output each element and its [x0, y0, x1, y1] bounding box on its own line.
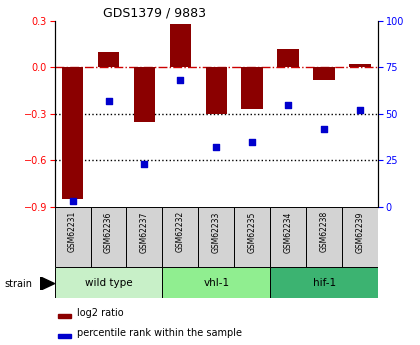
Text: percentile rank within the sample: percentile rank within the sample [77, 328, 242, 338]
Text: GSM62232: GSM62232 [176, 211, 185, 253]
Bar [163, 207, 198, 267]
Point [249, 139, 256, 145]
Text: GSM62237: GSM62237 [140, 211, 149, 253]
Bar [342, 207, 378, 267]
Bar [58, 334, 71, 338]
Text: GSM62233: GSM62233 [212, 211, 221, 253]
Bar [306, 207, 342, 267]
Bar [58, 314, 71, 318]
Bar [55, 267, 163, 298]
Point [213, 145, 220, 150]
Bar [241, 67, 263, 109]
Text: GSM62231: GSM62231 [68, 211, 77, 253]
Bar [349, 64, 371, 67]
Bar [313, 67, 335, 80]
Text: strain: strain [4, 279, 32, 288]
Bar [205, 67, 227, 114]
Bar [55, 207, 91, 267]
Bar [170, 24, 191, 67]
Text: GSM62238: GSM62238 [320, 211, 328, 253]
Text: GSM62239: GSM62239 [356, 211, 365, 253]
Bar [277, 49, 299, 67]
Point [105, 98, 112, 104]
Bar [134, 67, 155, 121]
Point [321, 126, 328, 131]
Point [69, 199, 76, 204]
Bar [198, 207, 234, 267]
Bar [234, 207, 270, 267]
Bar [62, 67, 83, 199]
Bar [270, 207, 306, 267]
Bar [91, 207, 126, 267]
Bar [270, 267, 378, 298]
Bar [98, 52, 119, 67]
Text: GDS1379 / 9883: GDS1379 / 9883 [103, 7, 206, 20]
Text: GSM62236: GSM62236 [104, 211, 113, 253]
Point [177, 78, 184, 83]
Text: vhl-1: vhl-1 [203, 278, 229, 288]
Text: GSM62234: GSM62234 [284, 211, 293, 253]
Point [141, 161, 148, 167]
Polygon shape [40, 277, 55, 290]
Bar [126, 207, 163, 267]
Point [285, 102, 291, 107]
Text: hif-1: hif-1 [312, 278, 336, 288]
Bar [163, 267, 270, 298]
Text: GSM62235: GSM62235 [248, 211, 257, 253]
Text: wild type: wild type [85, 278, 132, 288]
Point [357, 107, 363, 113]
Text: log2 ratio: log2 ratio [77, 308, 124, 318]
